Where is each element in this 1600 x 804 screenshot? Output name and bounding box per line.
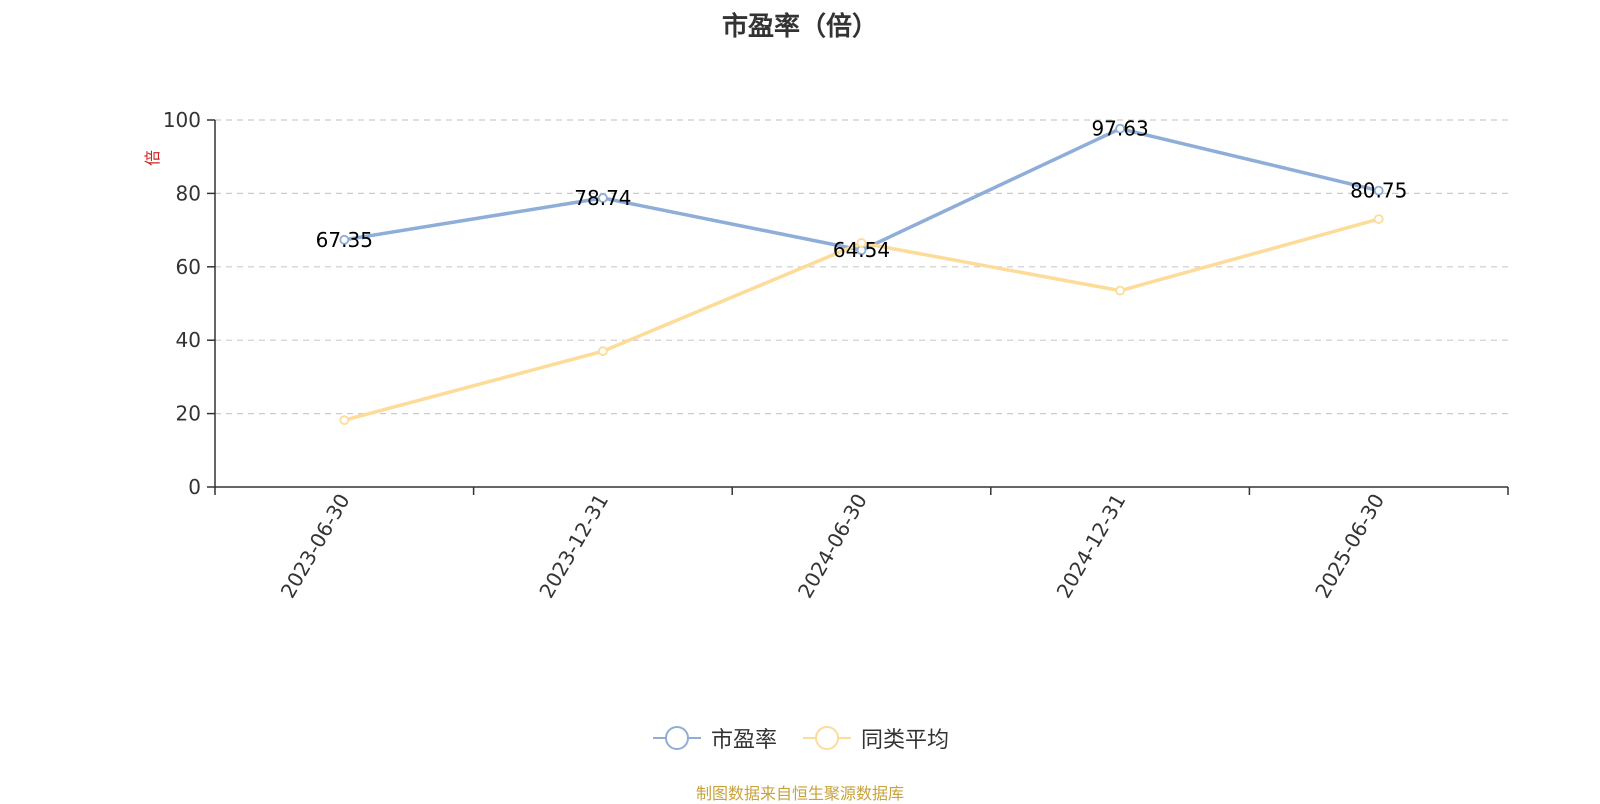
data-source-note: 制图数据来自恒生聚源数据库 <box>695 784 904 803</box>
y-tick-label: 40 <box>176 328 201 352</box>
y-tick-label: 100 <box>163 108 201 132</box>
legend-item-peer-average[interactable]: 同类平均 <box>801 722 949 754</box>
data-point-series-0 <box>339 234 350 245</box>
data-point-series-0 <box>598 193 608 203</box>
data-point-series-1 <box>1115 285 1125 296</box>
data-label: 67.35 <box>316 228 373 252</box>
x-tick-label: 2023-12-31 <box>534 490 613 603</box>
line-chart: 0 20 40 60 80 100 倍 2023-06-30 2023-12-31 2024-06… <box>143 108 1509 603</box>
data-label: 64.54 <box>833 238 890 262</box>
x-tick-label: 2025-06-30 <box>1310 490 1389 603</box>
data-point-series-1 <box>1373 214 1384 224</box>
x-tick-label: 2023-06-30 <box>276 490 355 603</box>
y-tick-label: 0 <box>188 475 201 499</box>
data-point-series-0 <box>1373 185 1384 196</box>
legend-marker-pe-icon <box>652 726 701 750</box>
y-tick-label: 80 <box>176 181 201 205</box>
data-point-series-0 <box>1115 123 1125 134</box>
data-label: 78.74 <box>574 186 631 210</box>
chart-title: 市盈率（倍） <box>721 12 878 42</box>
data-label: 80.75 <box>1350 179 1407 203</box>
y-axis-unit-label: 倍 <box>143 150 162 166</box>
data-point-series-1 <box>598 346 608 357</box>
y-tick-label: 60 <box>176 255 201 279</box>
legend: 市盈率 同类平均 <box>0 722 1600 754</box>
legend-item-pe[interactable]: 市盈率 <box>651 722 777 754</box>
x-tick-label: 2024-06-30 <box>793 490 872 603</box>
series-line-0 <box>342 126 1381 252</box>
data-point-series-1 <box>339 415 350 426</box>
legend-marker-peer-average-icon <box>803 726 851 750</box>
data-label: 97.63 <box>1091 117 1148 141</box>
legend-label-peer-average: 同类平均 <box>861 728 950 753</box>
x-tick-label: 2024-12-31 <box>1052 490 1131 603</box>
y-tick-label: 20 <box>176 402 201 426</box>
legend-label-pe: 市盈率 <box>710 728 777 753</box>
data-point-series-1 <box>856 238 867 248</box>
